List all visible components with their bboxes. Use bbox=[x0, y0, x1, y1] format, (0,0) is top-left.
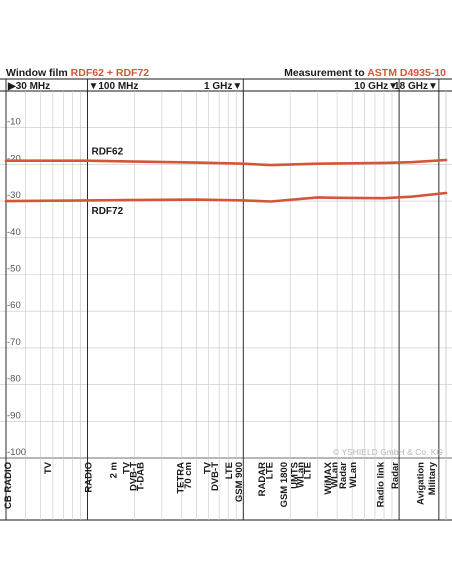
band-label: Radio link bbox=[376, 461, 387, 507]
y-tick-label: -100 bbox=[7, 447, 26, 458]
series-lines bbox=[4, 158, 448, 203]
y-tick-labels: -10 -20 -30 -40 -50 -60 -70 -80 -90 -100 bbox=[7, 117, 26, 458]
band-label: WiMAX bbox=[323, 461, 334, 494]
marker-label: 18 GHz▼ bbox=[394, 81, 438, 92]
band-label: GSM 1800 bbox=[279, 462, 290, 507]
band-label: WLan bbox=[330, 462, 341, 488]
y-tick-label: -70 bbox=[7, 337, 21, 348]
band-label: TETRA bbox=[176, 462, 187, 494]
series-labels: RDF62 RDF72 bbox=[91, 147, 123, 217]
title-highlight: RDF62 + RDF72 bbox=[70, 67, 150, 79]
marker-label: ▶30 MHz bbox=[7, 81, 50, 92]
band-label: LTE bbox=[264, 462, 275, 479]
measurement-standard: Measurement to ASTM D4935-10 bbox=[284, 67, 446, 79]
y-tick-label: -80 bbox=[7, 374, 21, 385]
band-label: Military bbox=[427, 461, 438, 495]
band-label: DVB-T bbox=[129, 462, 140, 491]
watermark: © YSHIELD GmbH & Co. KG bbox=[333, 447, 443, 457]
series-line-rdf62 bbox=[4, 158, 448, 167]
band-label: Radar bbox=[338, 462, 349, 489]
band-label: CB RADIO bbox=[3, 462, 14, 509]
title-prefix: Window film bbox=[6, 67, 68, 79]
y-tick-label: -50 bbox=[7, 264, 21, 275]
band-label: TV bbox=[202, 461, 213, 474]
band-label: GSM 900 bbox=[234, 462, 245, 502]
marker-label: 10 GHz▼ bbox=[354, 81, 398, 92]
band-label: WLan bbox=[348, 462, 359, 488]
y-tick-label: -20 bbox=[7, 153, 21, 164]
band-label: DVB-T bbox=[210, 462, 221, 491]
chart-title: Window film RDF62 + RDF72 bbox=[6, 67, 149, 79]
series-label-rdf62: RDF62 bbox=[91, 147, 123, 158]
band-label: 2 m bbox=[109, 462, 120, 478]
y-tick-label: -60 bbox=[7, 300, 21, 311]
band-label: LTE bbox=[303, 462, 314, 479]
band-label: TV bbox=[43, 461, 54, 474]
series-line-rdf72 bbox=[4, 191, 448, 203]
band-label: UMTS bbox=[290, 462, 301, 489]
frequency-markers: ▶30 MHz ▼100 MHz 1 GHz▼ 10 GHz▼18 GHz▼ bbox=[5, 79, 440, 520]
band-label: TV bbox=[121, 461, 132, 474]
band-label: 70 cm bbox=[183, 462, 194, 489]
standard-highlight: ASTM D4935-10 bbox=[367, 67, 446, 79]
band-label: RADIO bbox=[84, 462, 95, 493]
band-label: WLan bbox=[296, 462, 307, 488]
band-label: LTE bbox=[224, 462, 235, 479]
marker-label: ▼100 MHz bbox=[88, 81, 138, 92]
y-tick-label: -10 bbox=[7, 117, 21, 128]
y-tick-label: -30 bbox=[7, 190, 21, 201]
y-tick-label: -40 bbox=[7, 227, 21, 238]
band-label: T-DAB bbox=[135, 462, 146, 491]
marker-label: 1 GHz▼ bbox=[204, 81, 242, 92]
standard-prefix: Measurement to bbox=[284, 67, 365, 79]
band-label: Radar bbox=[390, 462, 401, 489]
y-tick-label: -90 bbox=[7, 410, 21, 421]
series-label-rdf72: RDF72 bbox=[91, 206, 123, 217]
band-label: RADAR bbox=[257, 462, 268, 496]
band-label: Avigation bbox=[415, 462, 426, 505]
